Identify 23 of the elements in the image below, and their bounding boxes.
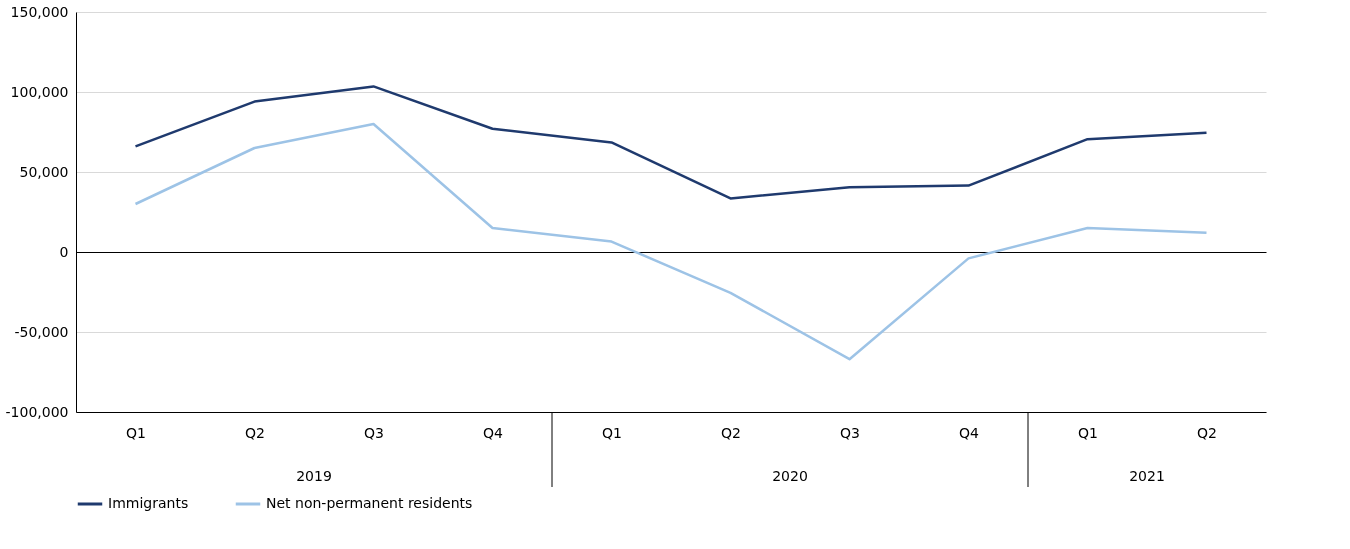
y-tick-label: 50,000 bbox=[19, 163, 69, 180]
x-tick-label: Q4 bbox=[959, 424, 980, 441]
x-tick-label: Q4 bbox=[483, 424, 504, 441]
line-series bbox=[134, 122, 1208, 361]
x-tick-label: Q2 bbox=[245, 424, 265, 441]
text: 2019 bbox=[296, 468, 332, 484]
x-tick-label: Q1 bbox=[602, 424, 622, 441]
y-tick-label: 100,000 bbox=[10, 83, 69, 100]
y-tick-label: 150,000 bbox=[10, 3, 69, 20]
x-tick-label: Q3 bbox=[840, 424, 860, 441]
legend-label: Immigrants bbox=[108, 495, 189, 511]
y-tick-label: 0 bbox=[59, 243, 69, 260]
y-tick-label: -50,000 bbox=[14, 323, 69, 340]
x-tick-label: Q1 bbox=[126, 424, 146, 441]
x-tick-label: Q1 bbox=[1078, 424, 1098, 441]
line-series bbox=[134, 85, 1208, 200]
text: 2020 bbox=[772, 468, 808, 484]
x-tick-label: Q2 bbox=[1197, 424, 1217, 441]
text: 2021 bbox=[1129, 468, 1165, 484]
x-tick-label: Q2 bbox=[721, 424, 741, 441]
legend-label: Net non-permanent residents bbox=[266, 495, 473, 511]
x-tick-label: Q3 bbox=[364, 424, 384, 441]
y-tick-label: -100,000 bbox=[5, 403, 69, 420]
